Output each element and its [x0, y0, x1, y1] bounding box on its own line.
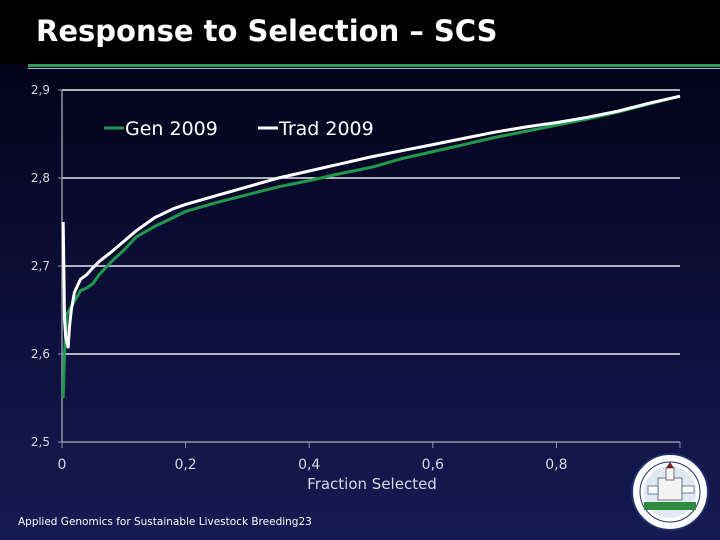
y-tick-label: 2,5	[31, 435, 50, 449]
x-tick-label: 0,6	[422, 457, 444, 473]
title-underline	[28, 64, 720, 67]
title-underline-thin	[28, 68, 720, 69]
x-tick-label: 0,8	[545, 457, 567, 473]
page-number: 23	[298, 516, 312, 528]
x-tick-label: 0	[58, 457, 67, 473]
university-seal-logo	[631, 453, 709, 531]
gridlines	[62, 89, 680, 355]
slide-title: Response to Selection – SCS	[36, 14, 498, 48]
y-tick-label: 2,9	[31, 83, 50, 97]
series-line-trad-2009	[61, 94, 681, 349]
x-tick-label: 0,4	[298, 457, 320, 473]
series-line-gen-2009	[61, 94, 681, 399]
x-tick-label: 0,2	[174, 457, 196, 473]
x-axis-label: Fraction Selected	[307, 475, 437, 493]
legend: Gen 2009 Trad 2009	[104, 118, 374, 140]
y-tick-label: 2,8	[31, 171, 50, 185]
legend-label: Trad 2009	[278, 118, 374, 140]
title-bar	[0, 0, 720, 64]
y-tick-label: 2,6	[31, 347, 50, 361]
legend-label: Gen 2009	[125, 118, 218, 140]
footer-title: Applied Genomics for Sustainable Livesto…	[18, 516, 299, 528]
series-lines	[61, 94, 681, 399]
footer-text: Applied Genomics for Sustainable Livesto…	[18, 516, 312, 528]
y-tick-label: 2,7	[31, 259, 50, 273]
axes: 2,5 2,6 2,7 2,8 2,9 0 0,2 0,4 0,6 0,8	[31, 83, 681, 473]
